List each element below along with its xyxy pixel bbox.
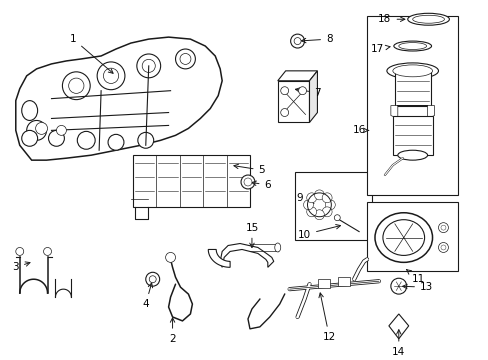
Circle shape — [280, 87, 288, 95]
Bar — [294, 172, 371, 239]
Circle shape — [298, 87, 306, 95]
Circle shape — [322, 193, 331, 203]
Bar — [318, 279, 330, 288]
Ellipse shape — [393, 41, 431, 51]
Bar — [133, 155, 249, 207]
Text: 3: 3 — [12, 262, 30, 272]
Circle shape — [180, 54, 190, 64]
Circle shape — [43, 247, 51, 255]
Circle shape — [440, 225, 445, 230]
Circle shape — [62, 72, 90, 100]
Circle shape — [390, 278, 406, 294]
Circle shape — [36, 122, 47, 134]
Text: 12: 12 — [318, 293, 335, 342]
Circle shape — [56, 125, 66, 135]
Text: 10: 10 — [297, 225, 340, 239]
Circle shape — [280, 109, 288, 117]
Polygon shape — [220, 243, 273, 267]
Polygon shape — [277, 71, 317, 81]
Ellipse shape — [386, 63, 438, 79]
Text: 9: 9 — [296, 193, 313, 204]
Circle shape — [322, 207, 331, 217]
Text: 14: 14 — [391, 330, 405, 357]
Text: 16: 16 — [352, 125, 368, 135]
Circle shape — [241, 175, 254, 189]
Polygon shape — [309, 71, 317, 122]
Bar — [366, 16, 457, 195]
Ellipse shape — [407, 13, 448, 25]
Text: 1: 1 — [70, 34, 113, 73]
Circle shape — [48, 130, 64, 146]
Polygon shape — [390, 105, 434, 118]
Circle shape — [314, 190, 324, 200]
Circle shape — [293, 37, 301, 45]
Bar — [338, 277, 349, 286]
Circle shape — [137, 54, 161, 78]
Circle shape — [103, 68, 119, 84]
Circle shape — [165, 252, 175, 262]
Circle shape — [77, 131, 95, 149]
Text: 15: 15 — [245, 222, 258, 248]
Bar — [277, 81, 309, 122]
Circle shape — [290, 34, 304, 48]
Bar — [366, 202, 457, 271]
Circle shape — [303, 200, 313, 210]
Circle shape — [138, 132, 153, 148]
Ellipse shape — [398, 42, 426, 50]
Text: 6: 6 — [251, 180, 270, 190]
Circle shape — [306, 207, 316, 217]
Ellipse shape — [21, 130, 38, 146]
Circle shape — [149, 276, 156, 283]
Circle shape — [244, 178, 251, 186]
Text: 17: 17 — [369, 44, 389, 54]
Circle shape — [145, 272, 160, 286]
Circle shape — [175, 49, 195, 69]
Polygon shape — [208, 249, 230, 267]
Ellipse shape — [274, 243, 280, 252]
Circle shape — [438, 243, 447, 252]
Text: 2: 2 — [169, 318, 176, 344]
Circle shape — [438, 223, 447, 233]
Bar — [394, 71, 429, 105]
Text: 7: 7 — [295, 88, 320, 98]
Ellipse shape — [397, 150, 427, 160]
Text: 4: 4 — [142, 283, 152, 309]
Circle shape — [325, 200, 335, 210]
Polygon shape — [388, 314, 408, 339]
Text: 11: 11 — [406, 270, 425, 284]
Ellipse shape — [392, 65, 432, 77]
Polygon shape — [16, 37, 222, 160]
Text: 13: 13 — [402, 282, 432, 292]
Ellipse shape — [374, 213, 432, 262]
Circle shape — [306, 193, 316, 203]
Text: 8: 8 — [301, 34, 332, 44]
Circle shape — [142, 59, 155, 72]
Bar — [392, 116, 432, 155]
Circle shape — [314, 210, 324, 220]
Ellipse shape — [21, 100, 38, 121]
Text: 18: 18 — [378, 14, 404, 24]
Circle shape — [27, 121, 46, 140]
Text: 5: 5 — [233, 164, 264, 175]
Circle shape — [334, 215, 340, 221]
Ellipse shape — [412, 15, 444, 23]
Circle shape — [16, 247, 24, 255]
Circle shape — [97, 62, 124, 90]
Ellipse shape — [382, 220, 424, 255]
Circle shape — [108, 134, 123, 150]
Circle shape — [68, 78, 84, 93]
Circle shape — [440, 245, 445, 250]
